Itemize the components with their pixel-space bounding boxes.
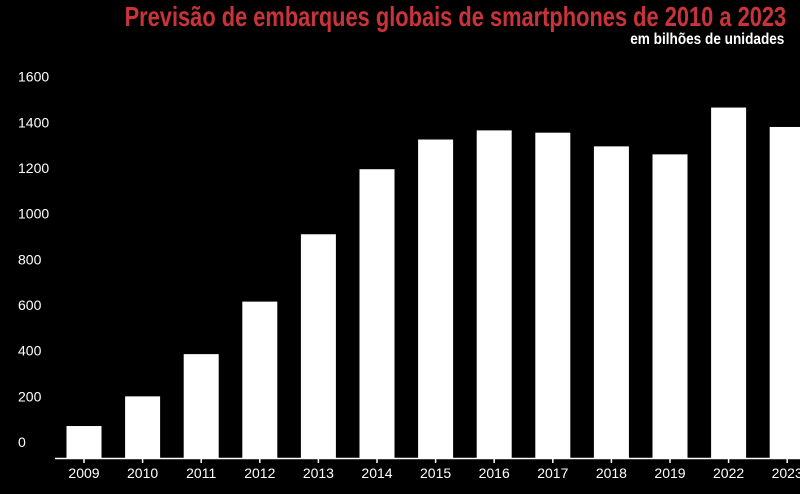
bar-2017 bbox=[535, 132, 571, 459]
x-tick-label: 2014 bbox=[361, 465, 392, 481]
y-tick-label: 400 bbox=[18, 343, 42, 359]
x-tick-label: 2011 bbox=[186, 465, 216, 481]
x-ticks bbox=[83, 458, 788, 463]
x-tick-label: 2023 bbox=[772, 465, 800, 481]
bar-2009 bbox=[66, 426, 102, 458]
bar-2014 bbox=[359, 169, 395, 458]
bar-2015 bbox=[418, 139, 454, 459]
y-tick-label: 1000 bbox=[18, 206, 49, 222]
bar-2012 bbox=[242, 301, 278, 458]
bar-2013 bbox=[300, 234, 336, 458]
bar-2010 bbox=[125, 396, 161, 458]
y-tick-label: 200 bbox=[18, 388, 42, 404]
bars bbox=[66, 107, 800, 459]
x-tick-label: 2022 bbox=[713, 465, 744, 481]
y-tick-label: 1400 bbox=[18, 114, 49, 130]
bar-2022 bbox=[711, 107, 747, 458]
x-tick-label: 2017 bbox=[537, 465, 568, 481]
y-tick-label: 1200 bbox=[18, 160, 49, 176]
chart-subtitle: em bilhões de unidades bbox=[629, 31, 784, 48]
y-tick-label: 800 bbox=[18, 251, 42, 267]
bar-2023 bbox=[769, 126, 800, 458]
x-axis-labels: 2009 2010 2011 2012 2013 2014 2015 2016 2017 2018… bbox=[68, 465, 800, 481]
x-tick-label: 2016 bbox=[479, 465, 510, 481]
bar-2016 bbox=[476, 130, 512, 458]
x-tick-label: 2019 bbox=[654, 465, 685, 481]
bar-2011 bbox=[183, 354, 219, 458]
x-tick-label: 2018 bbox=[596, 465, 627, 481]
x-tick-label: 2015 bbox=[420, 465, 451, 481]
x-tick-label: 2013 bbox=[303, 465, 334, 481]
y-tick-label: 0 bbox=[18, 434, 26, 450]
chart-title: Previsão de embarques globais de smartph… bbox=[124, 1, 786, 32]
x-tick-label: 2012 bbox=[244, 465, 275, 481]
y-tick-label: 600 bbox=[18, 297, 42, 313]
y-axis-labels: 0 200 400 600 800 1000 1200 1400 1600 bbox=[18, 69, 49, 450]
bar-2019 bbox=[652, 154, 688, 458]
x-tick-label: 2009 bbox=[68, 465, 99, 481]
y-tick-label: 1600 bbox=[18, 69, 49, 85]
bar-2018 bbox=[593, 146, 629, 459]
x-tick-label: 2010 bbox=[127, 465, 158, 481]
